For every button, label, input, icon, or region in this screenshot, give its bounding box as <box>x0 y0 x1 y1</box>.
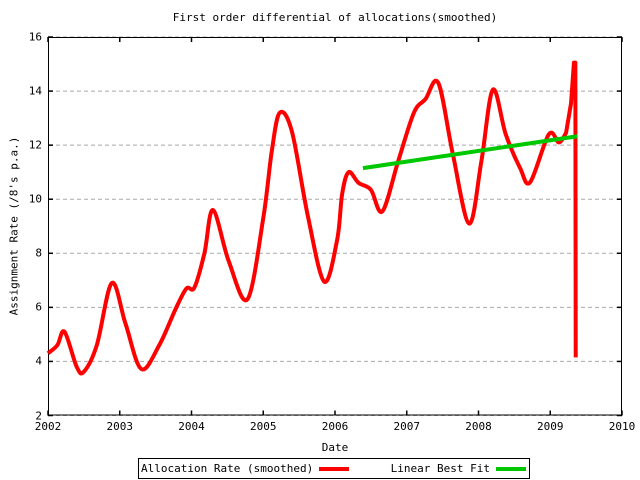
legend-label-allocation-rate: Allocation Rate (smoothed) <box>141 462 314 475</box>
legend-entry-linear-fit: Linear Best Fit <box>391 462 526 475</box>
x-tick-label: 2010 <box>608 420 636 433</box>
y-tick-label: 14 <box>28 84 42 98</box>
legend-entry-allocation-rate: Allocation Rate (smoothed) <box>141 462 350 475</box>
linear-best-fit-line <box>362 134 578 171</box>
y-tick-label: 16 <box>28 30 42 44</box>
x-axis-label: Date <box>321 441 349 454</box>
y-tick-label: 4 <box>35 354 42 368</box>
x-tick-label: 2009 <box>537 420 564 433</box>
y-tick-label: 6 <box>35 300 42 314</box>
legend-box: Allocation Rate (smoothed) Linear Best F… <box>138 458 530 479</box>
y-tick-label: 10 <box>28 192 42 206</box>
x-tick-label: 2007 <box>393 420 421 433</box>
x-tick-label: 2006 <box>321 420 349 433</box>
x-tick-label: 2008 <box>465 420 492 433</box>
x-tick-label: 2005 <box>250 420 277 433</box>
legend-label-linear-fit: Linear Best Fit <box>390 462 490 475</box>
x-tick-label: 2003 <box>106 420 134 433</box>
allocation-rate-curve <box>46 60 578 376</box>
y-tick-label: 12 <box>28 138 42 152</box>
x-tick-label: 2002 <box>34 420 62 433</box>
red-line-sample-icon <box>319 466 350 471</box>
y-tick-label: 8 <box>35 246 42 260</box>
y-tick-label: 2 <box>35 409 42 422</box>
x-tick-label: 2004 <box>178 420 205 433</box>
chart-title: First order differential of allocations(… <box>172 11 498 24</box>
green-line-sample-icon <box>496 466 526 471</box>
